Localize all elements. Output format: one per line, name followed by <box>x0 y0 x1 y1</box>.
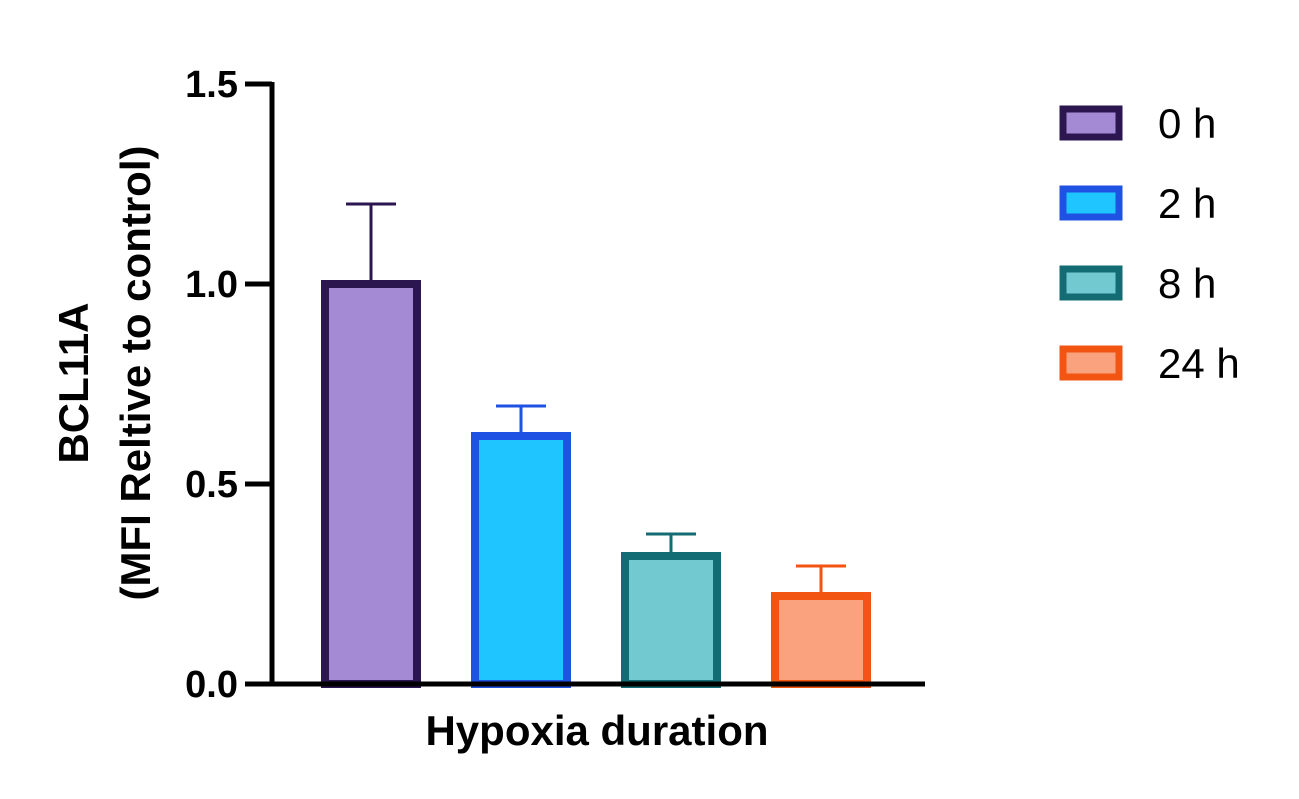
legend-swatch <box>1059 345 1123 381</box>
legend-label: 0 h <box>1158 100 1216 147</box>
legend-swatch <box>1059 185 1123 221</box>
legend-label: 8 h <box>1158 260 1216 307</box>
y-axis-title-line1: BCL11A <box>50 302 97 463</box>
y-tick-label: 0.0 <box>185 664 238 706</box>
bar-2h <box>471 432 571 688</box>
y-ticks-group: 0.0 0.5 1.0 1.5 <box>185 64 272 706</box>
legend: 0 h 2 h 8 h 24 h <box>1059 100 1240 387</box>
y-tick-label: 1.5 <box>185 64 238 106</box>
legend-swatch <box>1059 265 1123 301</box>
y-axis-title-line2: (MFI Reltive to control) <box>112 146 159 601</box>
y-tick-label: 1.0 <box>185 264 238 306</box>
y-tick-label: 0.5 <box>185 464 238 506</box>
bar-24h <box>771 592 871 688</box>
bars-group <box>321 280 871 688</box>
error-bars-group <box>346 202 846 592</box>
bar-0h <box>321 280 421 688</box>
bar-8h <box>621 552 721 688</box>
x-axis-title: Hypoxia duration <box>425 707 768 754</box>
legend-label: 24 h <box>1158 340 1240 387</box>
axes-group <box>245 82 925 687</box>
legend-swatch <box>1059 105 1123 141</box>
legend-label: 2 h <box>1158 180 1216 227</box>
